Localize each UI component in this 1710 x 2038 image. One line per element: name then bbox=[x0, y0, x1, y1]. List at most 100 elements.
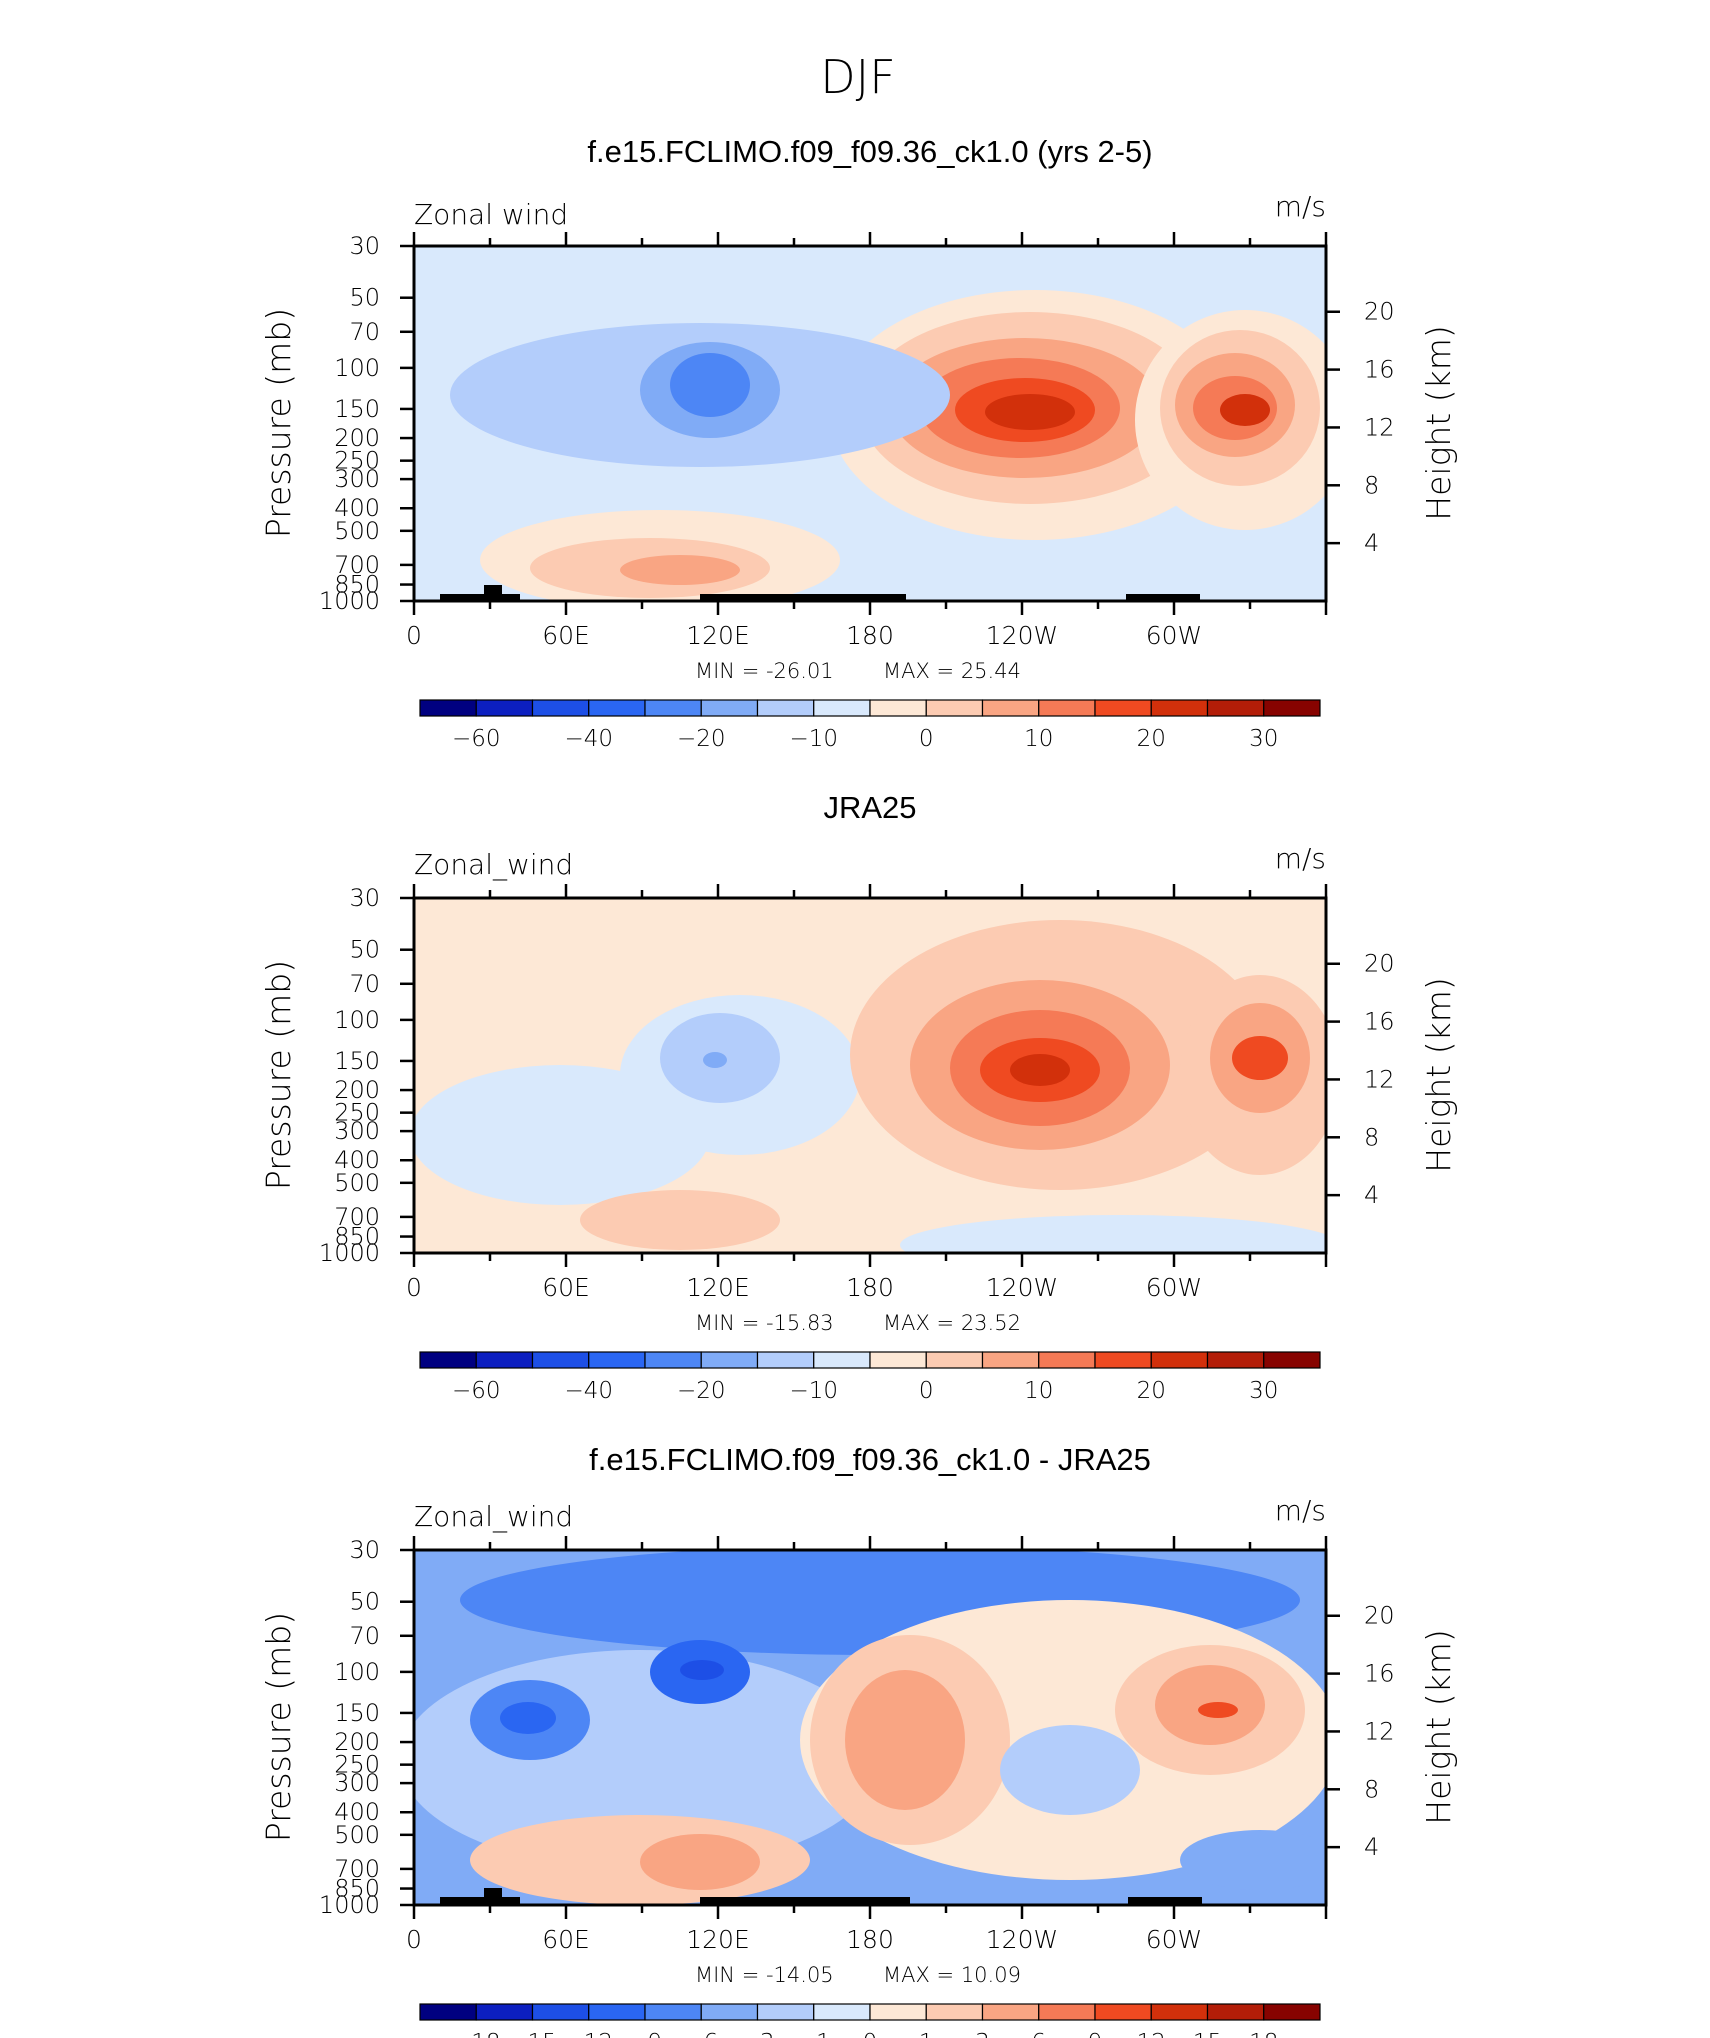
colorbar-swatch bbox=[588, 2003, 646, 2021]
colorbar-label: −10 bbox=[789, 1378, 838, 1404]
y-tick-label: 70 bbox=[349, 970, 380, 998]
colorbar-swatch bbox=[869, 1351, 927, 1369]
colorbar-swatch bbox=[419, 2003, 477, 2021]
x-tick-label: 0 bbox=[406, 1925, 422, 1954]
panel-3-pos-atlantic-core bbox=[1198, 1702, 1238, 1718]
colorbar-label: 6 bbox=[1031, 2030, 1046, 2038]
height-tick-label: 8 bbox=[1364, 471, 1379, 499]
panel-3-orography bbox=[484, 1888, 502, 1905]
panel-2-colorbar: −60 −40 −20 −10 0 10 20 30 bbox=[419, 1351, 1321, 1404]
y-tick-label: 50 bbox=[349, 1588, 380, 1616]
panel-3-neg-core-2b bbox=[680, 1660, 724, 1680]
x-tick-label: 120W bbox=[986, 1273, 1058, 1302]
colorbar-swatch bbox=[475, 2003, 534, 2021]
x-tick-label: 0 bbox=[406, 1273, 422, 1302]
panel-1-axes: 0 60E 120E 180 120W 60W3050701001502002503004… bbox=[319, 232, 1395, 650]
colorbar-swatch bbox=[1094, 699, 1152, 717]
colorbar-label: 30 bbox=[1249, 726, 1278, 752]
panel-3-neg-tropo-am bbox=[1000, 1725, 1140, 1815]
y-tick-label: 1000 bbox=[319, 1239, 380, 1267]
height-tick-label: 8 bbox=[1364, 1775, 1379, 1803]
y-tick-label: 500 bbox=[334, 1169, 380, 1197]
colorbar-swatch bbox=[1206, 1351, 1265, 1369]
colorbar-swatch bbox=[1263, 2003, 1321, 2021]
colorbar-swatch bbox=[925, 699, 984, 717]
colorbar-swatch bbox=[756, 2003, 815, 2021]
y-tick-label: 50 bbox=[349, 284, 380, 312]
y-tick-label: 400 bbox=[334, 1146, 380, 1174]
panel-1-easterly-core bbox=[670, 353, 750, 417]
y-tick-label: 70 bbox=[349, 1622, 380, 1650]
colorbar-label: 0 bbox=[919, 1378, 934, 1404]
x-tick-label: 120E bbox=[686, 1925, 750, 1954]
colorbar-swatch bbox=[813, 1351, 871, 1369]
height-tick-label: 12 bbox=[1364, 1717, 1395, 1745]
y-tick-label: 200 bbox=[334, 1728, 380, 1756]
figure-title: DJF bbox=[820, 50, 895, 104]
colorbar-swatch bbox=[644, 699, 702, 717]
x-tick-label: 60E bbox=[542, 1273, 590, 1302]
colorbar-label: −18 bbox=[452, 2030, 501, 2038]
y-tick-label: 100 bbox=[334, 1006, 380, 1034]
y-tick-label: 150 bbox=[334, 395, 380, 423]
panel-1-ylabel-right: Height (km) bbox=[1419, 325, 1458, 520]
colorbar-swatch bbox=[1094, 2003, 1152, 2021]
x-tick-label: 120E bbox=[686, 621, 750, 650]
height-tick-label: 16 bbox=[1364, 1008, 1395, 1036]
colorbar-swatch bbox=[1263, 699, 1321, 717]
panel-1-variable-label: Zonal wind bbox=[414, 198, 568, 231]
panel-1-max-label: MAX = 25.44 bbox=[883, 659, 1021, 683]
panel-3-title: f.e15.FCLIMO.f09_f09.36_ck1.0 - JRA25 bbox=[589, 1442, 1151, 1477]
y-tick-label: 30 bbox=[349, 232, 380, 260]
panel-2-jet-pacific-core bbox=[1010, 1054, 1070, 1086]
panel-2-surface-easterly bbox=[900, 1215, 1326, 1253]
y-tick-label: 1000 bbox=[319, 1891, 380, 1919]
panel-3-variable-label: Zonal_wind bbox=[414, 1500, 573, 1534]
x-tick-label: 0 bbox=[406, 621, 422, 650]
x-tick-label: 180 bbox=[846, 1925, 894, 1954]
y-tick-label: 300 bbox=[334, 465, 380, 493]
height-tick-label: 12 bbox=[1364, 413, 1395, 441]
panel-2-jet-atlantic-core bbox=[1232, 1036, 1288, 1080]
panel-2-ylabel: Pressure (mb) bbox=[259, 960, 298, 1190]
y-tick-label: 850 bbox=[334, 1875, 380, 1903]
colorbar-label: 0 bbox=[919, 726, 934, 752]
colorbar-label: −1 bbox=[797, 2030, 831, 2038]
colorbar-swatch bbox=[531, 2003, 590, 2021]
y-tick-label: 300 bbox=[334, 1769, 380, 1797]
colorbar-swatch bbox=[1206, 2003, 1265, 2021]
x-tick-label: 60E bbox=[542, 621, 590, 650]
panel-2-axes: 0 60E 120E 180 120W 60W3050701001502002503004… bbox=[319, 884, 1395, 1302]
panel-2: JRA25 Zonal_wind m/s 0 60E 120E 180 120W 60W 3… bbox=[259, 790, 1458, 1404]
colorbar-label: −15 bbox=[508, 2030, 557, 2038]
colorbar-swatch bbox=[869, 699, 927, 717]
x-tick-label: 60W bbox=[1146, 621, 1203, 650]
x-tick-label: 120W bbox=[986, 1925, 1058, 1954]
height-tick-label: 12 bbox=[1364, 1065, 1395, 1093]
panel-1-title: f.e15.FCLIMO.f09_f09.36_ck1.0 (yrs 2-5) bbox=[587, 134, 1152, 169]
y-tick-label: 700 bbox=[334, 1855, 380, 1883]
y-tick-label: 30 bbox=[349, 884, 380, 912]
colorbar-swatch bbox=[1038, 1351, 1096, 1369]
panel-3-min-label: MIN = -14.05 bbox=[695, 1963, 834, 1987]
panel-1-orography bbox=[700, 594, 906, 601]
colorbar-label: −60 bbox=[452, 726, 501, 752]
height-tick-label: 20 bbox=[1364, 1602, 1395, 1630]
colorbar-swatch bbox=[644, 1351, 702, 1369]
panel-3-lowlevel-neg bbox=[1180, 1830, 1326, 1890]
colorbar-swatch bbox=[588, 1351, 646, 1369]
panel-2-title: JRA25 bbox=[823, 790, 916, 825]
colorbar-label: −12 bbox=[564, 2030, 613, 2038]
colorbar-label: 18 bbox=[1249, 2030, 1278, 2038]
colorbar-label: −6 bbox=[684, 2030, 718, 2038]
colorbar-label: 3 bbox=[975, 2030, 990, 2038]
panel-1-lowlevel-core bbox=[620, 555, 740, 585]
height-tick-label: 16 bbox=[1364, 1660, 1395, 1688]
x-tick-label: 60W bbox=[1146, 1273, 1203, 1302]
y-tick-label: 1000 bbox=[319, 587, 380, 615]
colorbar-swatch bbox=[531, 1351, 590, 1369]
y-tick-label: 850 bbox=[334, 1223, 380, 1251]
x-tick-label: 120E bbox=[686, 1273, 750, 1302]
panel-2-max-label: MAX = 23.52 bbox=[883, 1311, 1021, 1335]
colorbar-swatch bbox=[700, 699, 759, 717]
